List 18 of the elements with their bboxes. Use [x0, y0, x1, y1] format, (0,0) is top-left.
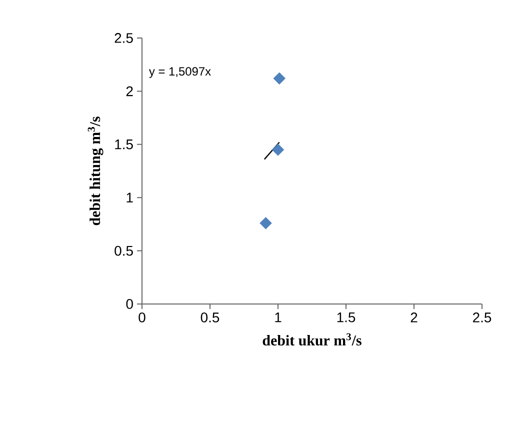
x-tick-label: 0: [138, 312, 146, 322]
point: [273, 72, 286, 85]
text: debit hitung m$^{3}$/s: [88, 116, 104, 226]
y-tick-label: 1: [126, 192, 133, 202]
y-tick-label: 2.5: [114, 33, 133, 43]
x-tick-label: 0.5: [200, 312, 220, 322]
text: debit ukur m$^{3}$/s: [262, 333, 362, 346]
point: [272, 144, 284, 156]
annotation: y = 1,5097x: [148, 67, 211, 78]
point: [260, 216, 272, 230]
y-tick-label: 0: [126, 299, 133, 309]
x-tick-label: 1.5: [337, 312, 356, 322]
x-tick-label: 2: [410, 312, 418, 322]
y-tick-label: 0.5: [114, 246, 133, 256]
x-tick-label: 1: [275, 312, 282, 322]
y-tick-label: 2: [126, 86, 133, 96]
y-tick-label: 1.5: [115, 140, 133, 150]
x-tick-label: 2.5: [473, 312, 492, 322]
